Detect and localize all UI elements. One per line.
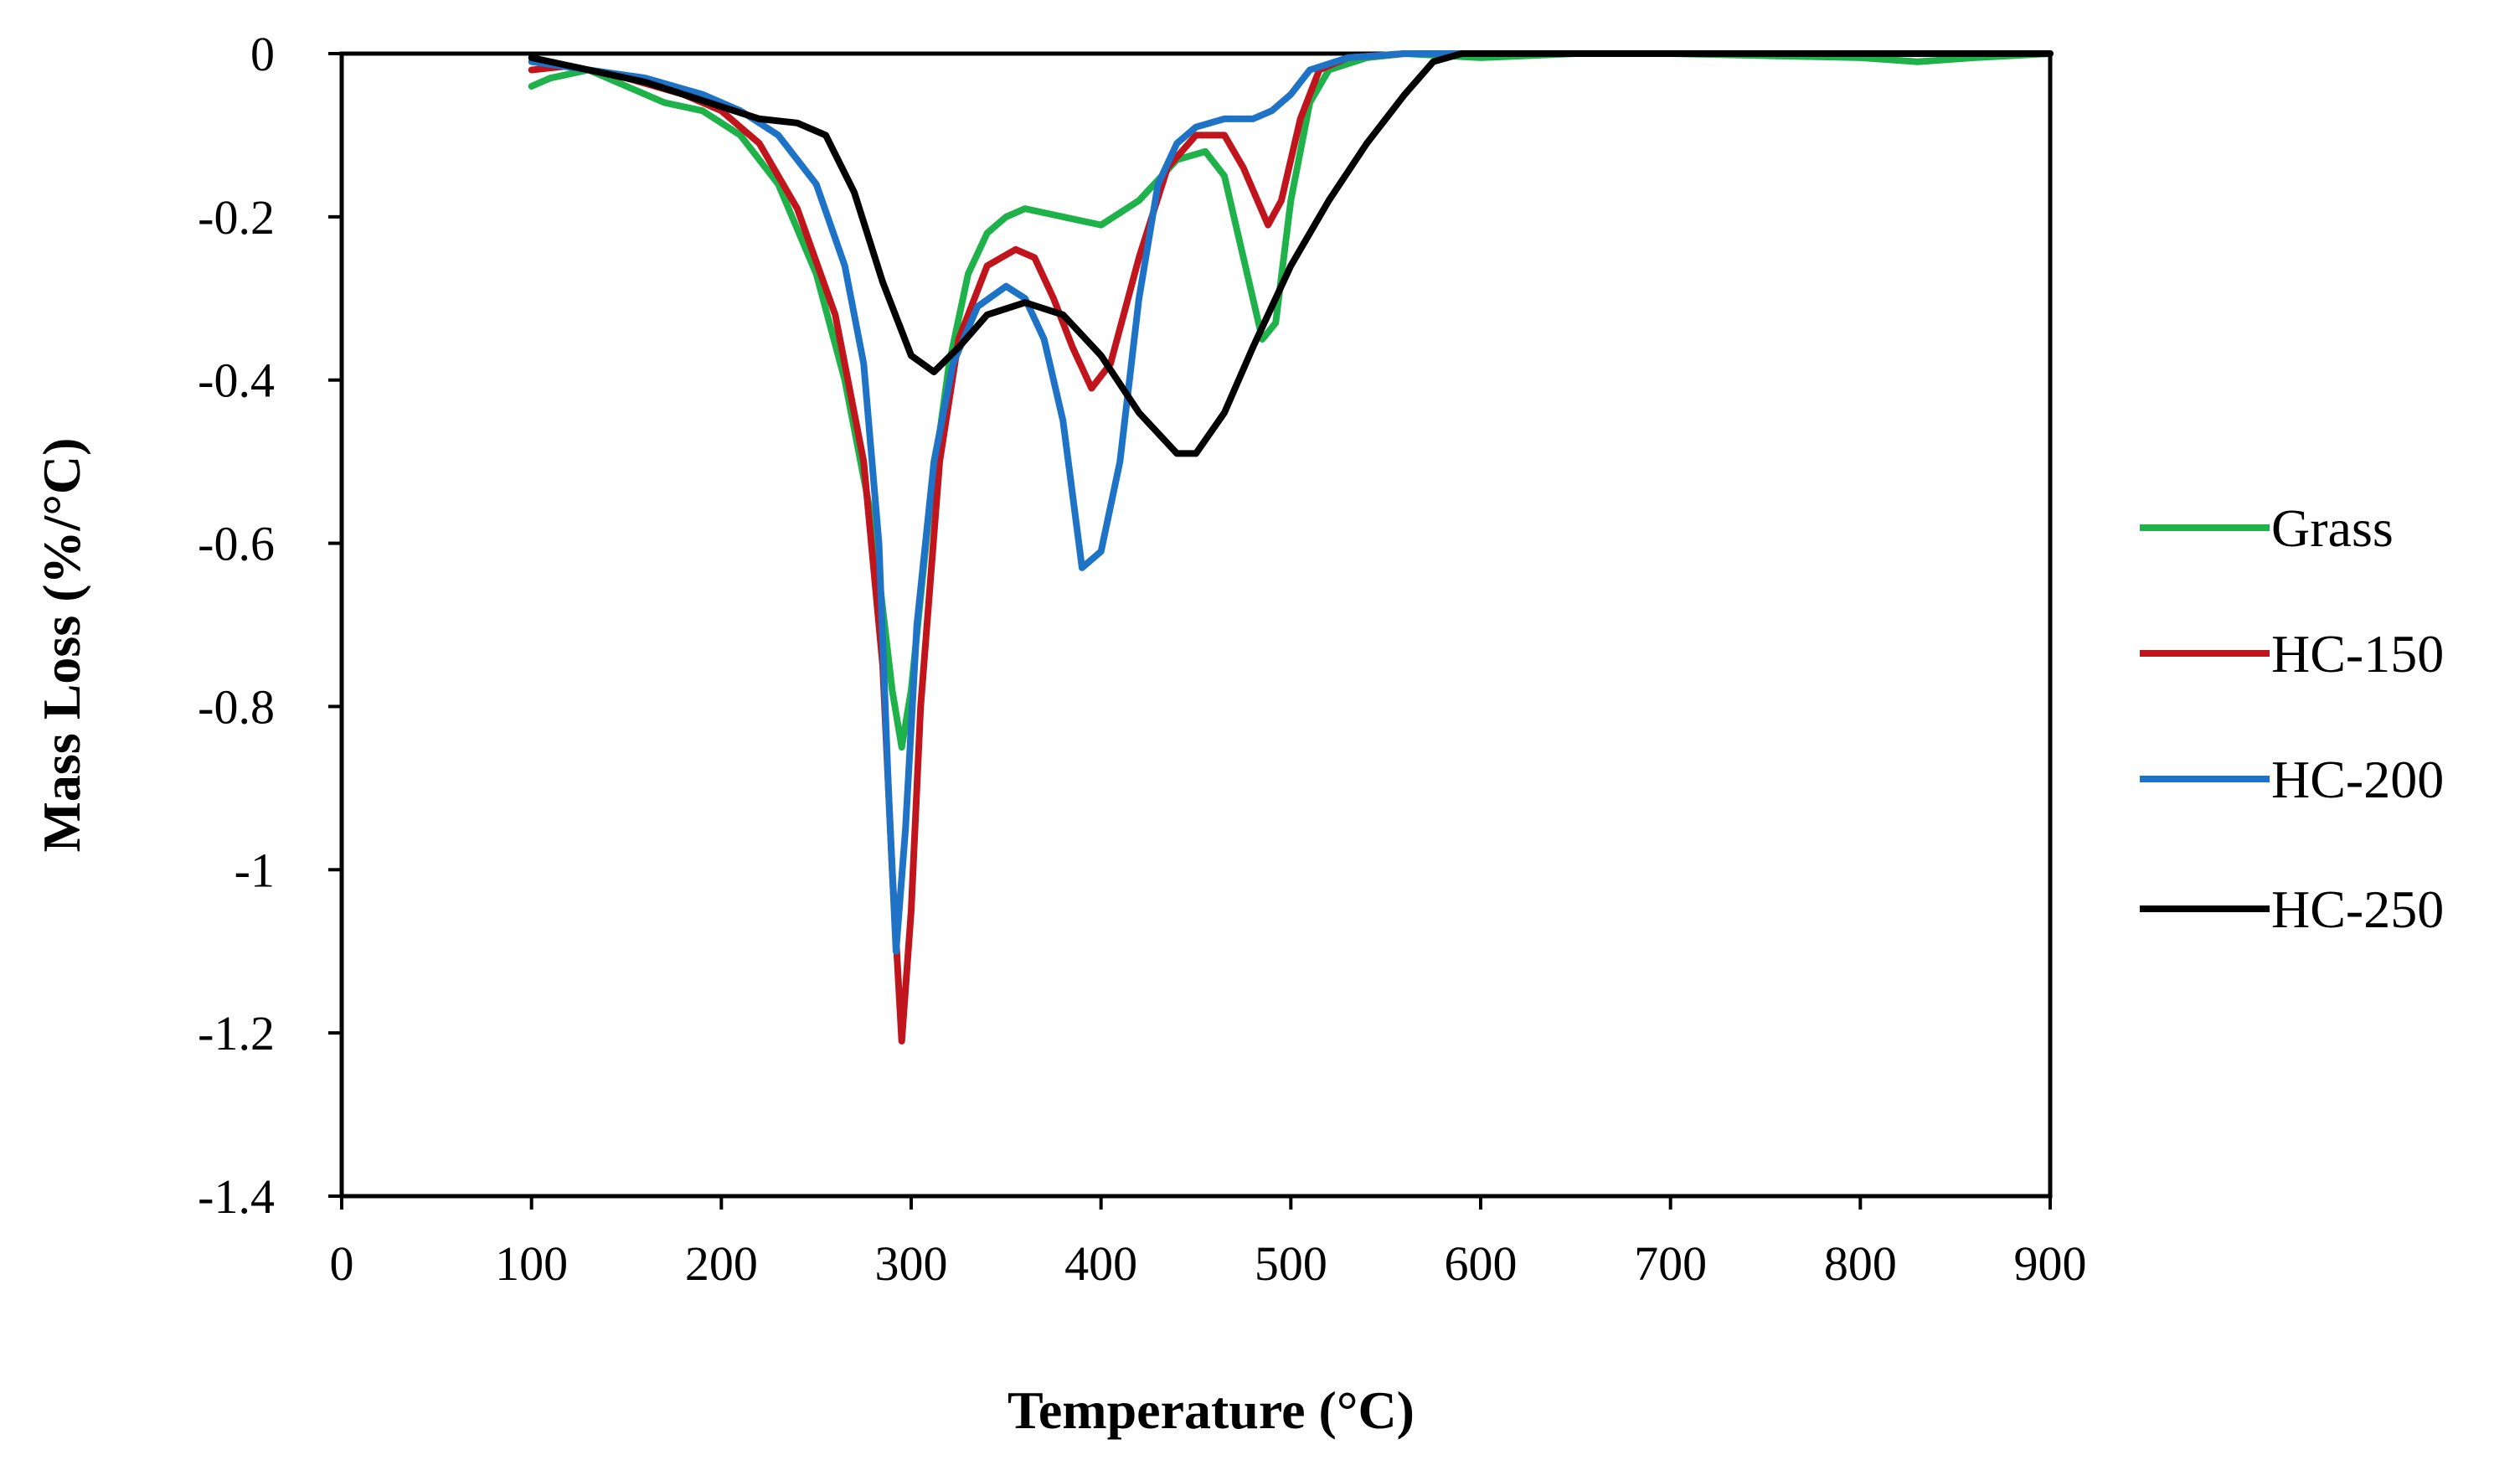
x-tick-label: 700 — [1634, 1236, 1707, 1291]
x-tick-label: 500 — [1255, 1236, 1327, 1291]
x-tick-label: 300 — [875, 1236, 948, 1291]
legend: Grass HC-150 HC-200 HC-250 — [2140, 498, 2444, 939]
legend-label-grass: Grass — [2271, 498, 2394, 558]
legend-label-hc-250: HC-250 — [2271, 880, 2444, 939]
y-tick-label: -0.6 — [198, 517, 275, 571]
y-tick-label: 0 — [250, 27, 275, 81]
y-tick-label: -1 — [234, 843, 275, 897]
x-tick-label: 0 — [330, 1236, 354, 1291]
x-tick-label: 100 — [495, 1236, 568, 1291]
y-tick-label: -0.2 — [198, 190, 275, 245]
series-line-hc-250 — [528, 50, 2054, 457]
series-group — [528, 50, 2054, 1045]
y-tick-label: -1.4 — [198, 1169, 275, 1224]
series-line-hc-200 — [528, 50, 2054, 955]
x-tick-label: 400 — [1064, 1236, 1137, 1291]
x-tick-label: 600 — [1445, 1236, 1518, 1291]
plot-area — [339, 51, 2053, 1199]
series-line-hc-150 — [528, 50, 2054, 1045]
y-tick-label: -0.4 — [198, 353, 275, 408]
x-tick-label: 200 — [685, 1236, 758, 1291]
x-axis-title: Temperature (°C) — [1007, 1380, 1415, 1440]
legend-label-hc-200: HC-200 — [2271, 750, 2444, 809]
plot-frame — [339, 51, 2053, 1199]
legend-label-hc-150: HC-150 — [2271, 624, 2444, 684]
y-tick-label: -0.8 — [198, 679, 275, 734]
y-tick-label: -1.2 — [198, 1006, 275, 1060]
tick-labels: 0 100 200 300 400 500 600 700 800 900 0 -0.2 -0.4 -0.… — [198, 27, 2086, 1291]
x-tick-label: 900 — [2014, 1236, 2087, 1291]
x-tick-label: 800 — [1824, 1236, 1897, 1291]
y-axis-title: Mass Loss (%/°C) — [32, 438, 91, 853]
